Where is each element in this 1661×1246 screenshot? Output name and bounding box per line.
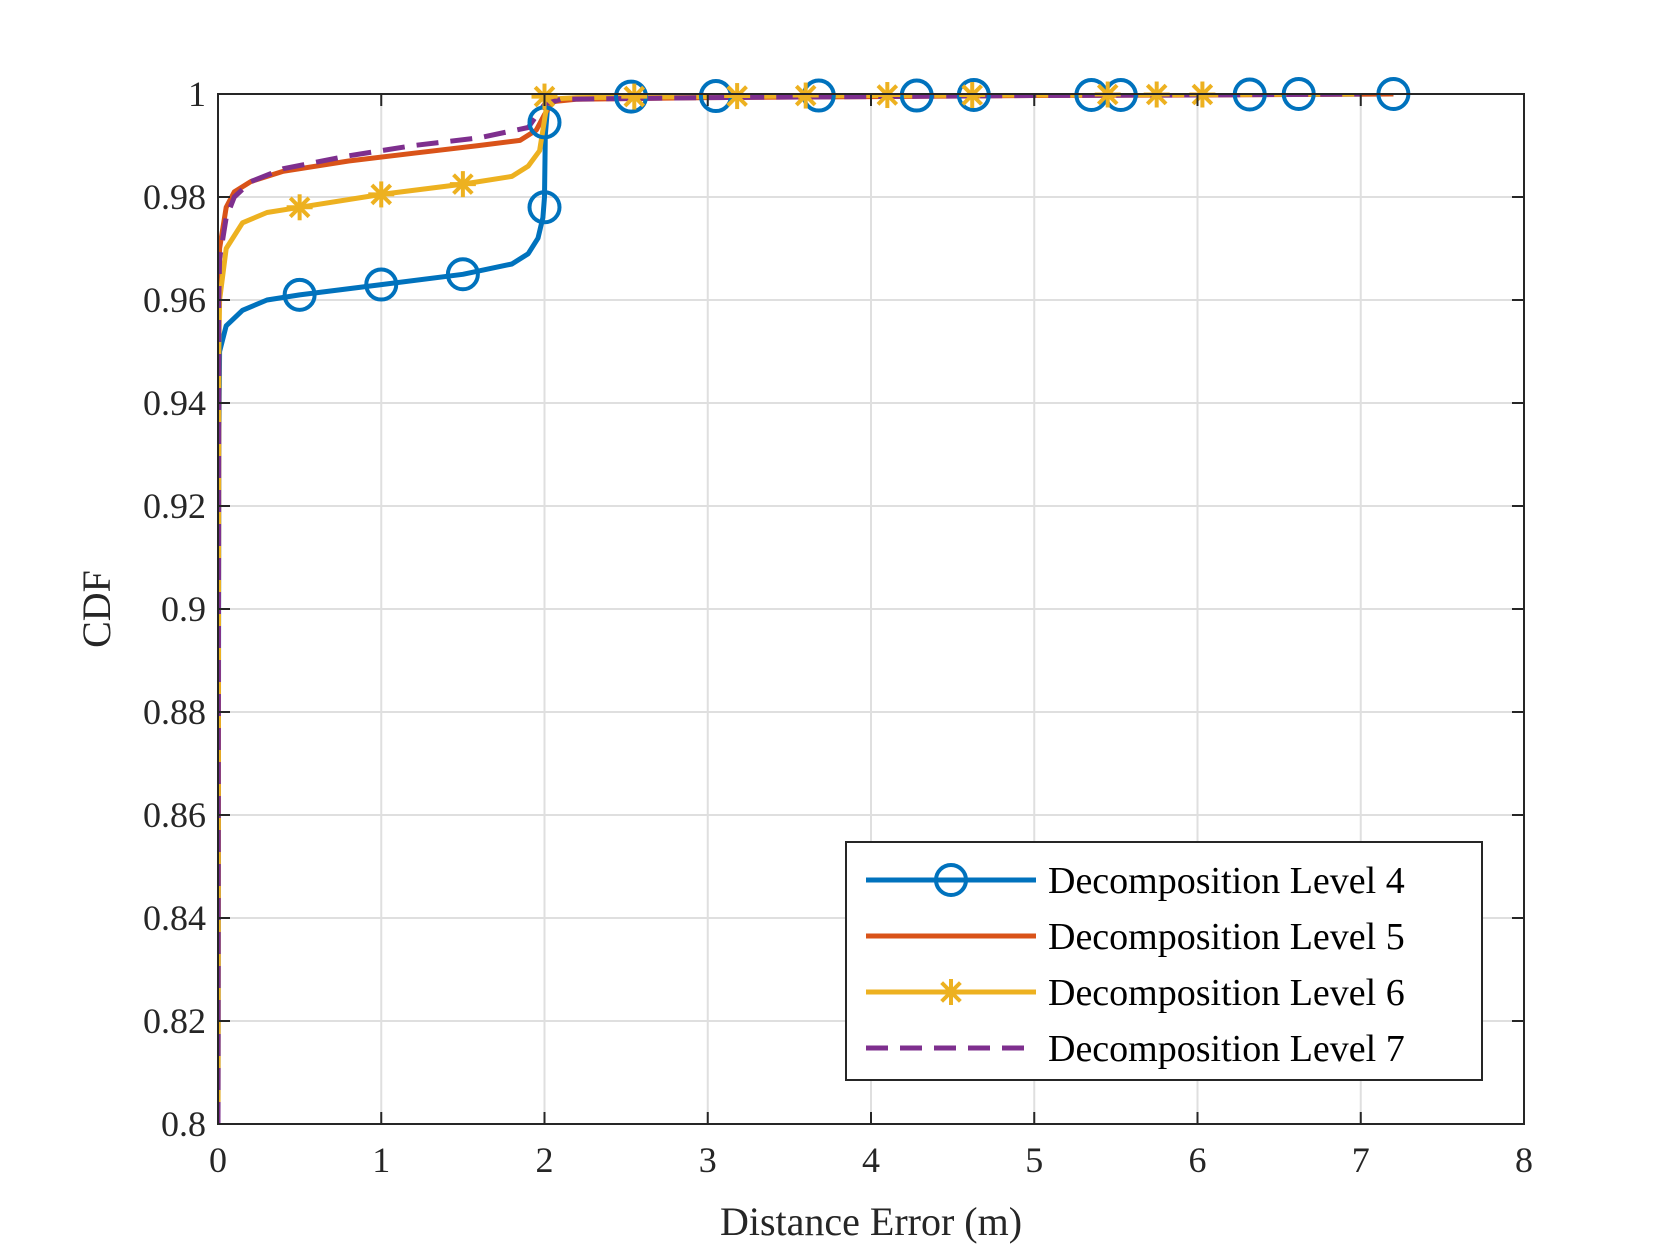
x-tick-label: 3 bbox=[699, 1140, 717, 1180]
y-tick-label: 0.9 bbox=[161, 589, 206, 629]
legend-label-level-6: Decomposition Level 6 bbox=[1048, 972, 1405, 1014]
legend-label-level-7: Decomposition Level 7 bbox=[1048, 1028, 1405, 1070]
series-marker-level-6 bbox=[449, 171, 476, 198]
grid-lines bbox=[217, 93, 1525, 1125]
y-tick-label: 0.88 bbox=[143, 692, 206, 732]
y-tick-label: 0.94 bbox=[143, 383, 206, 423]
legend-marker-level-4 bbox=[934, 863, 968, 897]
x-tick-label: 0 bbox=[209, 1140, 227, 1180]
y-tick-label: 0.82 bbox=[143, 1001, 206, 1041]
y-tick-label: 0.8 bbox=[161, 1104, 206, 1144]
x-tick-label: 4 bbox=[862, 1140, 880, 1180]
series-marker-level-6 bbox=[368, 181, 395, 208]
series-marker-level-4 bbox=[445, 257, 480, 292]
series-marker-level-4 bbox=[956, 78, 991, 113]
x-tick-label: 5 bbox=[1025, 1140, 1043, 1180]
legend-label-level-5: Decomposition Level 5 bbox=[1048, 916, 1405, 958]
series-marker-level-6 bbox=[286, 194, 313, 221]
x-axis-title: Distance Error (m) bbox=[720, 1199, 1022, 1244]
y-tick-label: 0.92 bbox=[143, 486, 206, 526]
legend-label-level-4: Decomposition Level 4 bbox=[1048, 860, 1405, 902]
series-marker-level-4 bbox=[282, 277, 317, 312]
x-tick-label: 6 bbox=[1189, 1140, 1207, 1180]
marker-layer bbox=[282, 77, 1411, 312]
series-line-level-6 bbox=[218, 94, 1361, 1124]
y-tick-label: 0.84 bbox=[143, 898, 206, 938]
x-tick-label: 8 bbox=[1515, 1140, 1533, 1180]
legend: Decomposition Level 4 Decomposition Level… bbox=[845, 841, 1483, 1081]
series-marker-level-4 bbox=[899, 78, 934, 113]
x-tick-label: 7 bbox=[1352, 1140, 1370, 1180]
y-axis-title: CDF bbox=[74, 570, 119, 648]
series-marker-level-6 bbox=[724, 83, 751, 110]
y-tick-label: 0.86 bbox=[143, 795, 206, 835]
x-tick-label: 2 bbox=[536, 1140, 554, 1180]
x-tick-label: 1 bbox=[372, 1140, 390, 1180]
series-marker-level-6 bbox=[874, 82, 901, 109]
series-marker-level-6 bbox=[621, 83, 648, 110]
y-tick-label: 0.98 bbox=[143, 177, 206, 217]
series-marker-level-4 bbox=[527, 190, 562, 225]
series-marker-level-4 bbox=[364, 267, 399, 302]
series-marker-level-6 bbox=[792, 82, 819, 109]
series-marker-level-6 bbox=[959, 82, 986, 109]
axis-ticks: 0 1 2 3 4 5 6 7 8 0.8 0.82 0.84 0.86 0.88 0.9 0.92 0.94 0… bbox=[143, 74, 1533, 1180]
y-tick-label: 1 bbox=[188, 74, 206, 114]
y-tick-label: 0.96 bbox=[143, 280, 206, 320]
legend-marker-level-6 bbox=[938, 979, 964, 1005]
